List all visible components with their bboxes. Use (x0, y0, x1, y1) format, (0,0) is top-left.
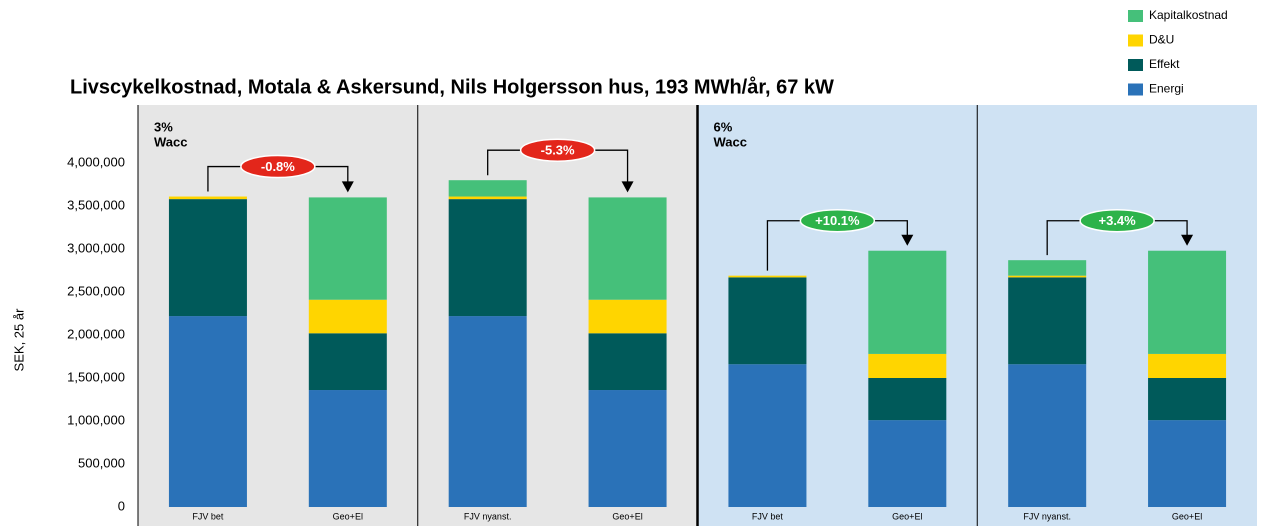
y-tick-label: 4,000,000 (67, 154, 125, 169)
legend-label: Effekt (1149, 57, 1180, 71)
y-axis-label: SEK, 25 år (11, 308, 26, 372)
x-tick-label: FJV nyanst. (464, 511, 512, 521)
x-tick-label: Geo+El (612, 511, 642, 521)
bar-segment (728, 364, 807, 507)
y-tick-label: 500,000 (78, 455, 125, 470)
bar-segment (308, 333, 387, 391)
y-tick-label: 3,500,000 (67, 197, 125, 212)
bar-segment (448, 180, 527, 197)
bar-segment (588, 333, 667, 391)
change-badge (799, 208, 876, 233)
bar-segment (308, 197, 387, 300)
bar-segment (448, 316, 527, 507)
y-tick-label: 0 (118, 498, 125, 513)
bar-segment (168, 316, 247, 507)
bar-segment (1008, 260, 1087, 276)
change-badge (1079, 208, 1155, 233)
legend-swatch (1128, 59, 1143, 71)
x-tick-label: FJV bet (192, 511, 224, 521)
y-tick-label: 3,000,000 (67, 240, 125, 255)
bar-segment (448, 196, 527, 200)
change-badge (519, 138, 596, 162)
arrow-head (901, 234, 914, 246)
bar-segment (1148, 378, 1227, 421)
panel-label: Wacc (714, 134, 747, 149)
bar-segment (168, 196, 247, 200)
bar-segment (1008, 275, 1087, 278)
bar-segment (588, 197, 667, 300)
legend-label: D&U (1149, 33, 1174, 47)
arrow-head (621, 181, 634, 193)
bar-segment (168, 199, 247, 317)
y-tick-label: 1,500,000 (67, 369, 125, 384)
bar-segment (588, 390, 667, 507)
bar-segment (588, 299, 667, 334)
x-tick-label: Geo+El (333, 511, 363, 521)
legend-swatch (1128, 83, 1143, 96)
y-tick-label: 2,500,000 (67, 283, 125, 298)
bar-segment (728, 275, 807, 278)
arrow-head (1181, 234, 1194, 246)
x-tick-label: FJV nyanst. (1023, 511, 1071, 521)
bar-segment (868, 250, 947, 354)
x-tick-label: FJV bet (752, 511, 784, 521)
bar-segment (1008, 277, 1087, 365)
change-label: +10.1% (815, 213, 860, 228)
bar-segment (1148, 250, 1227, 354)
bar-segment (308, 299, 387, 334)
bar-segment (448, 199, 527, 317)
x-tick-label: Geo+El (892, 511, 922, 521)
bar-segment (1148, 420, 1227, 507)
arrow-head (341, 181, 354, 193)
legend-label: Kapitalkostnad (1149, 8, 1228, 22)
x-tick-label: Geo+El (1172, 511, 1202, 521)
bar-segment (868, 378, 947, 421)
legend-swatch (1128, 10, 1143, 22)
panel-label: 3% (154, 119, 173, 134)
chart-title: Livscykelkostnad, Motala & Askersund, Ni… (70, 75, 834, 98)
legend-swatch (1128, 34, 1143, 47)
change-badge (240, 154, 316, 179)
y-tick-label: 1,000,000 (67, 412, 125, 427)
bar-segment (868, 353, 947, 378)
bar-segment (728, 277, 807, 365)
y-tick-label: 2,000,000 (67, 326, 125, 341)
change-label: -5.3% (541, 143, 575, 158)
change-label: +3.4% (1099, 213, 1137, 228)
panel-label: Wacc (154, 134, 187, 149)
bar-segment (1008, 364, 1087, 507)
panel-label: 6% (714, 119, 733, 134)
bar-segment (308, 390, 387, 507)
change-label: -0.8% (261, 159, 295, 174)
bar-segment (868, 420, 947, 507)
legend-label: Energi (1149, 82, 1184, 96)
bar-segment (1148, 353, 1227, 378)
